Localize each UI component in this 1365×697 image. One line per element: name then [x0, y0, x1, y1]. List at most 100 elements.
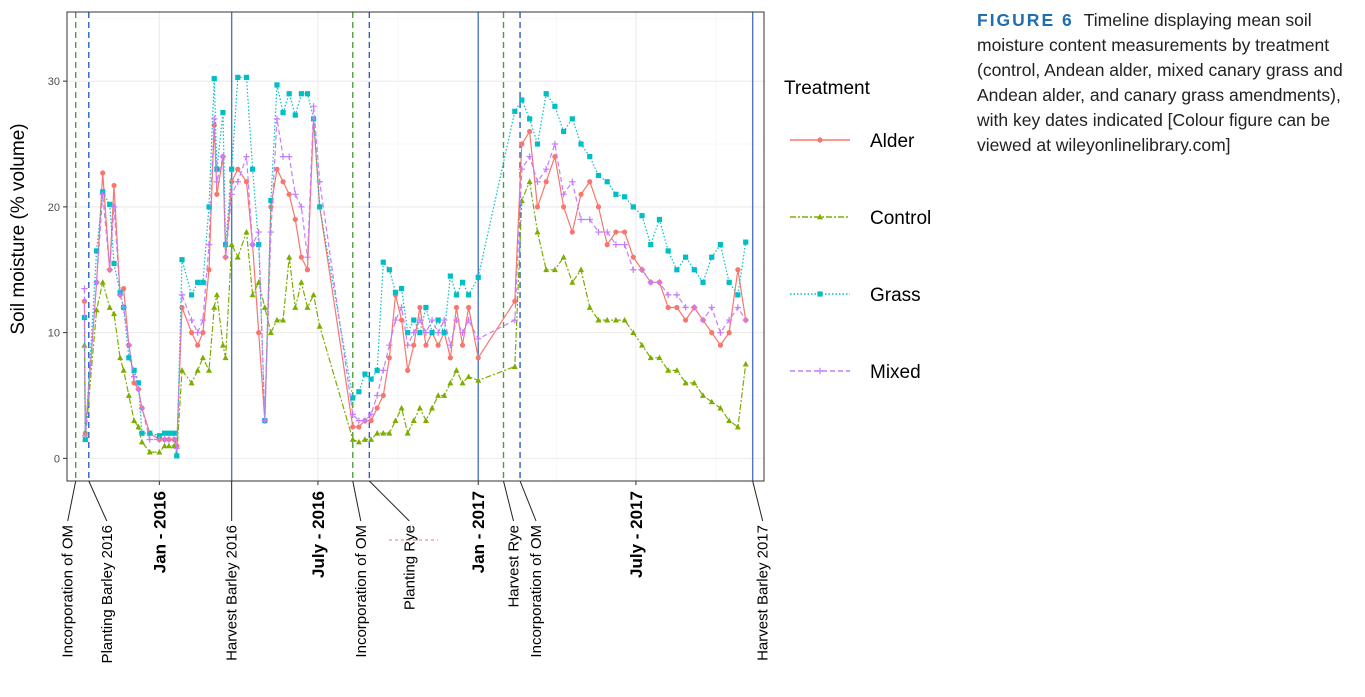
data-point-mixed	[255, 228, 262, 236]
data-point-control	[298, 279, 305, 285]
data-point-control	[255, 279, 262, 285]
axes: 0 10 20 30 Jan - 2016 July - 2016 Jan - 2017 Ju…	[48, 76, 772, 663]
data-point-control	[361, 436, 368, 442]
data-point-control	[543, 266, 550, 273]
data-point-mixed	[249, 241, 256, 248]
data-point-control	[156, 448, 163, 455]
data-point-control	[146, 448, 153, 455]
data-point-control	[441, 392, 448, 398]
data-point-grass	[386, 267, 392, 273]
data-point-mixed	[273, 115, 281, 123]
data-point-control	[682, 379, 689, 386]
data-point-control	[465, 373, 472, 380]
y-tick-label: 10	[48, 328, 60, 340]
data-point-mixed	[526, 153, 533, 160]
data-point-alder	[386, 355, 392, 361]
legend-label-grass: Grass	[870, 285, 921, 306]
x-tick-label: Jan - 2016	[150, 491, 169, 573]
data-point-control	[734, 423, 741, 430]
data-point-control	[222, 354, 229, 361]
data-point-mixed	[586, 216, 593, 223]
x-tick-label: July - 2017	[627, 491, 646, 578]
data-point-alder	[622, 229, 628, 235]
data-point-mixed	[708, 304, 715, 311]
data-point-grass	[405, 330, 411, 336]
data-point-alder	[527, 128, 533, 135]
data-point-alder	[100, 170, 106, 176]
data-point-control	[665, 367, 672, 373]
data-point-mixed	[373, 392, 381, 399]
data-point-grass	[435, 317, 441, 323]
data-point-grass	[235, 74, 241, 80]
data-point-alder	[534, 204, 541, 210]
data-point-mixed	[398, 304, 405, 311]
data-point-mixed	[595, 228, 602, 236]
data-point-mixed	[99, 191, 106, 198]
data-point-alder	[630, 254, 636, 260]
data-point-mixed	[304, 253, 311, 261]
data-point-control	[459, 379, 466, 386]
legend-label-control: Control	[870, 208, 931, 229]
series-grass	[81, 74, 749, 459]
data-point-mixed	[518, 165, 525, 173]
data-point-grass	[298, 91, 304, 97]
data-point-alder	[292, 216, 298, 223]
data-point-grass	[243, 74, 250, 80]
data-point-control	[267, 329, 274, 336]
data-point-alder	[595, 204, 602, 210]
data-point-control	[120, 367, 127, 373]
data-point-grass	[630, 204, 636, 210]
data-point-grass	[475, 274, 481, 280]
data-point-mixed	[560, 191, 567, 198]
data-point-grass	[166, 430, 172, 436]
data-point-grass	[512, 108, 518, 114]
data-point-mixed	[93, 279, 100, 286]
data-point-alder	[380, 392, 386, 399]
data-point-mixed	[106, 266, 113, 273]
data-point-alder	[256, 330, 262, 336]
data-point-mixed	[380, 367, 387, 374]
data-point-mixed	[267, 228, 275, 236]
data-point-control	[621, 316, 628, 323]
data-point-control	[453, 367, 460, 373]
data-point-mixed	[285, 153, 293, 160]
event-label: Incorporation of OM	[353, 525, 370, 658]
data-point-mixed	[178, 291, 186, 299]
data-point-grass	[280, 109, 286, 116]
data-point-alder	[214, 191, 220, 197]
data-point-control	[188, 379, 195, 386]
data-point-mixed	[125, 342, 133, 349]
data-point-grass	[229, 166, 235, 172]
data-point-grass	[350, 395, 356, 401]
data-point-grass	[392, 289, 399, 295]
data-point-grass	[286, 91, 292, 97]
legend-key-marker-mixed	[816, 367, 824, 375]
data-point-control	[416, 404, 423, 411]
data-point-mixed	[569, 178, 576, 185]
data-point-control	[292, 304, 299, 310]
data-point-control	[138, 438, 145, 445]
data-point-mixed	[355, 417, 363, 424]
series-mixed	[81, 103, 749, 452]
data-point-control	[125, 392, 132, 398]
y-tick-label: 30	[48, 76, 60, 88]
data-point-grass	[527, 116, 533, 122]
data-point-alder	[195, 342, 201, 348]
data-point-alder	[405, 367, 411, 373]
data-point-mixed	[199, 316, 207, 324]
data-point-alder	[411, 342, 417, 348]
data-point-control	[604, 316, 611, 323]
event-leader	[88, 480, 108, 522]
data-point-mixed	[211, 115, 218, 123]
legend-label-alder: Alder	[870, 131, 915, 152]
data-point-grass	[274, 82, 280, 88]
data-point-control	[179, 367, 186, 373]
data-point-alder	[543, 179, 549, 185]
data-point-mixed	[542, 165, 550, 173]
data-point-alder	[726, 330, 732, 336]
legend-key-marker-control	[817, 213, 823, 220]
data-point-grass	[604, 179, 610, 185]
data-point-mixed	[367, 411, 375, 418]
data-point-mixed	[511, 316, 519, 324]
x-tick-label: July - 2016	[309, 491, 328, 578]
